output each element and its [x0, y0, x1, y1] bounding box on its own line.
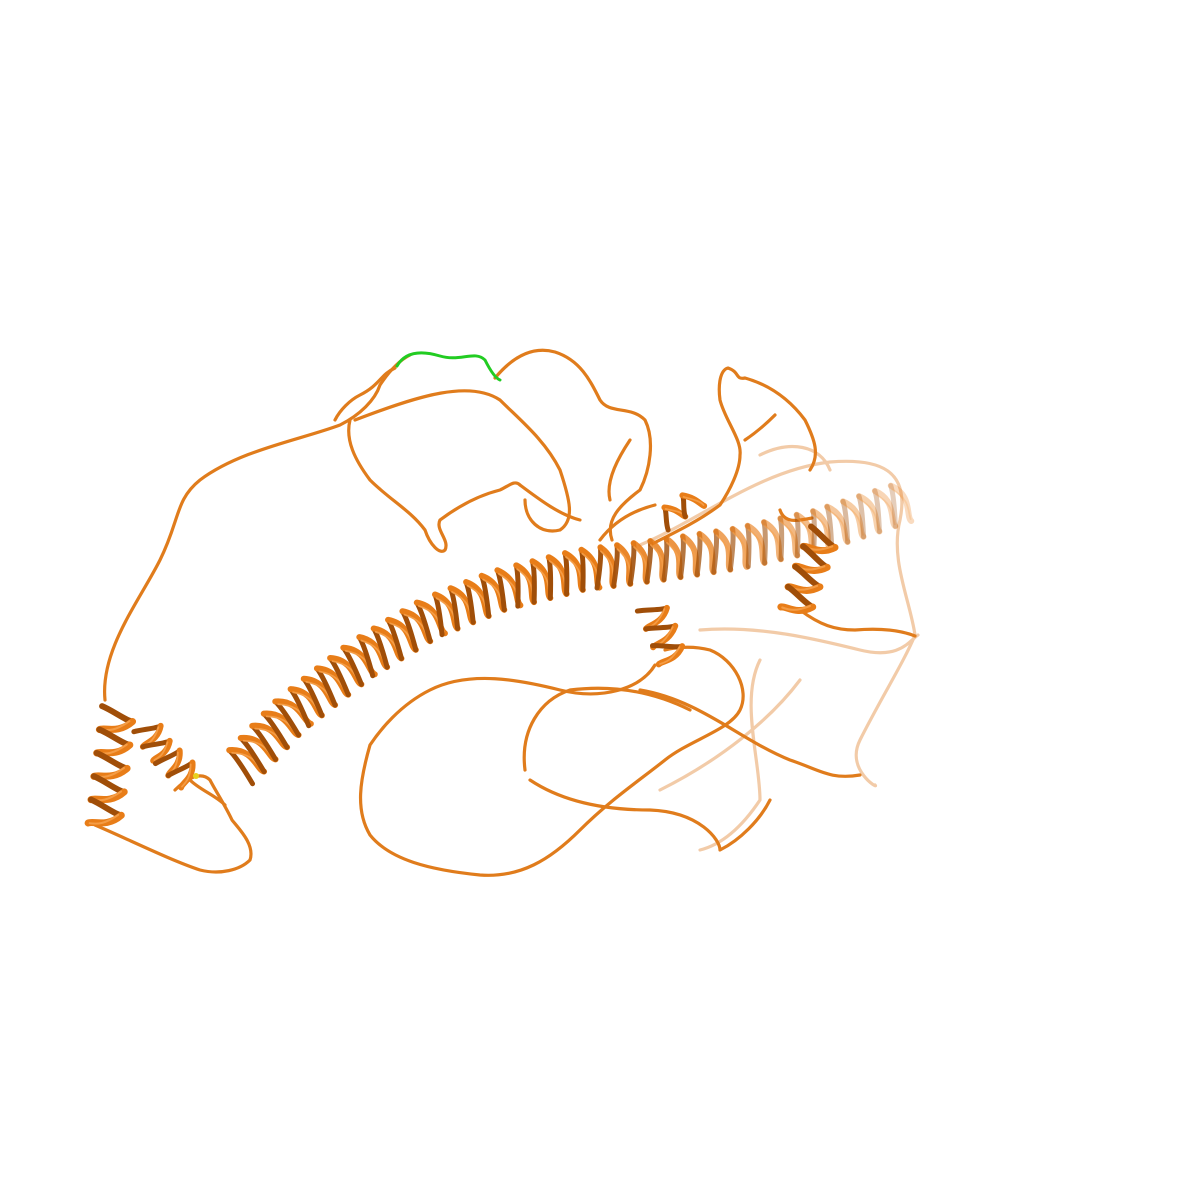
helix-turn-back: [888, 483, 898, 529]
helix-turn-back: [777, 515, 785, 562]
helix-turn-back: [761, 519, 768, 566]
helix-turn-back: [611, 542, 620, 589]
helix-turn-highlight: [875, 493, 896, 526]
helix-turn-highlight: [88, 813, 120, 825]
helix-turn-highlight: [859, 499, 880, 531]
helix-turn-highlight: [781, 604, 811, 611]
helix-turn-back: [634, 605, 670, 614]
helix-turn-back: [661, 536, 670, 583]
helix-turn-back: [872, 488, 882, 534]
helix-turn-back: [727, 526, 736, 573]
helix-turn-highlight: [891, 488, 912, 520]
helix-turn-back: [644, 538, 653, 585]
loop-coils: [93, 348, 917, 877]
helix-turn-back: [711, 528, 719, 575]
helix-turn-back: [856, 493, 867, 540]
helix-turn-back: [627, 540, 637, 587]
helix-turn-back: [840, 498, 851, 545]
helix-turn-back: [99, 703, 136, 725]
helix-turn-front: [871, 487, 899, 530]
highlighted-loop-segment: [395, 351, 502, 382]
long-alpha-helix: [226, 482, 915, 787]
short-helix-left-outer: [84, 703, 137, 827]
helix-turn-back: [694, 531, 703, 578]
helix-turn-back: [546, 554, 554, 601]
short-helix-center: [634, 604, 686, 668]
helix-turn-back: [562, 550, 570, 597]
loop-coils-background: [638, 445, 920, 852]
helix-turn-highlight: [659, 646, 681, 665]
helix-turn-highlight: [843, 504, 864, 536]
helix-turn-front: [887, 482, 915, 524]
helix-turn-back: [649, 643, 685, 650]
helix-turn-back: [513, 562, 521, 609]
helix-turn-highlight: [153, 741, 169, 761]
small-marker: [193, 773, 199, 779]
helix-turn-front: [855, 493, 883, 535]
helix-turn-back: [594, 544, 604, 591]
short-helix-top: [661, 492, 708, 533]
helix-turn-front: [840, 498, 867, 540]
helix-turn-front: [824, 503, 851, 545]
helix-turn-back: [578, 547, 586, 593]
helix-turn-highlight: [682, 496, 705, 506]
short-helix-right: [777, 523, 839, 614]
helix-turn-highlight: [181, 763, 192, 788]
helix-turn-highlight: [827, 509, 848, 541]
short-helix-left-inner: [131, 722, 196, 791]
helix-turn-back: [794, 512, 801, 559]
helix-turn-back: [678, 533, 686, 580]
helix-turn-back: [745, 523, 752, 570]
helix-turn-back: [529, 558, 537, 605]
